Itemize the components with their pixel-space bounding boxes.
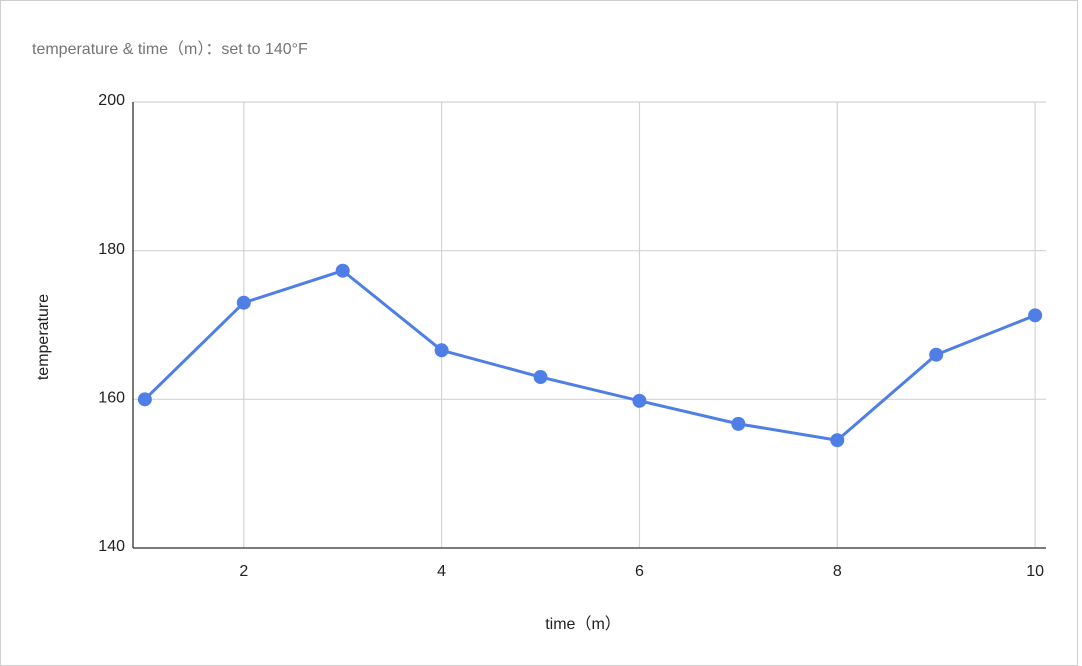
y-tick-label: 160 bbox=[98, 390, 125, 407]
point bbox=[137, 392, 152, 407]
line bbox=[143, 269, 1036, 442]
x-tick-label: 2 bbox=[239, 563, 248, 580]
point bbox=[434, 343, 449, 358]
point bbox=[236, 295, 251, 310]
chart-title: temperature & time（m）：set to 140°F bbox=[32, 40, 308, 58]
x-tick-label: 4 bbox=[437, 563, 446, 580]
point bbox=[929, 347, 944, 362]
x-axis-label: time（m） bbox=[545, 615, 621, 633]
y-tick-label: 180 bbox=[98, 241, 125, 258]
y-tick-label: 140 bbox=[98, 538, 125, 555]
x-tick-label: 6 bbox=[635, 563, 644, 580]
point bbox=[731, 416, 746, 431]
y-axis-label: temperature bbox=[35, 294, 52, 380]
point bbox=[1028, 308, 1043, 323]
point bbox=[335, 263, 350, 278]
point bbox=[830, 433, 845, 448]
point bbox=[533, 370, 548, 385]
x-tick-label: 8 bbox=[833, 563, 842, 580]
y-tick-label: 200 bbox=[98, 92, 125, 109]
point bbox=[632, 393, 647, 408]
x-tick-label: 10 bbox=[1026, 563, 1044, 580]
